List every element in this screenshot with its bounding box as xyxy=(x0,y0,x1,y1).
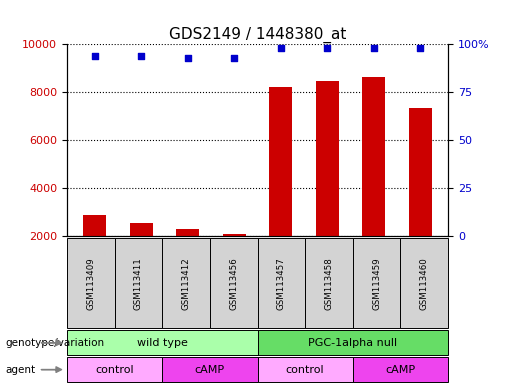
Text: GSM113457: GSM113457 xyxy=(277,257,286,310)
Point xyxy=(323,45,331,51)
Text: control: control xyxy=(286,364,324,375)
Text: GSM113409: GSM113409 xyxy=(87,257,95,310)
Text: PGC-1alpha null: PGC-1alpha null xyxy=(308,338,398,348)
Point xyxy=(184,55,192,61)
Point xyxy=(416,45,424,51)
Bar xyxy=(176,229,199,284)
Text: GSM113458: GSM113458 xyxy=(324,257,333,310)
Bar xyxy=(222,234,246,284)
Point xyxy=(277,45,285,51)
Point xyxy=(230,55,238,61)
Text: cAMP: cAMP xyxy=(195,364,225,375)
Bar xyxy=(362,76,385,284)
Text: GSM113459: GSM113459 xyxy=(372,257,381,310)
Text: control: control xyxy=(95,364,134,375)
Point xyxy=(137,53,145,59)
Text: genotype/variation: genotype/variation xyxy=(5,338,104,348)
Bar xyxy=(130,223,153,284)
Text: GSM113460: GSM113460 xyxy=(420,257,428,310)
Text: cAMP: cAMP xyxy=(385,364,416,375)
Bar xyxy=(408,108,432,284)
Point xyxy=(91,53,99,59)
Text: agent: agent xyxy=(5,364,35,375)
Text: GSM113412: GSM113412 xyxy=(182,257,191,310)
Title: GDS2149 / 1448380_at: GDS2149 / 1448380_at xyxy=(169,26,346,43)
Text: GSM113456: GSM113456 xyxy=(229,257,238,310)
Bar xyxy=(269,87,293,284)
Bar xyxy=(316,81,339,284)
Point xyxy=(370,45,378,51)
Bar xyxy=(83,215,107,284)
Text: GSM113411: GSM113411 xyxy=(134,257,143,310)
Text: wild type: wild type xyxy=(137,338,187,348)
